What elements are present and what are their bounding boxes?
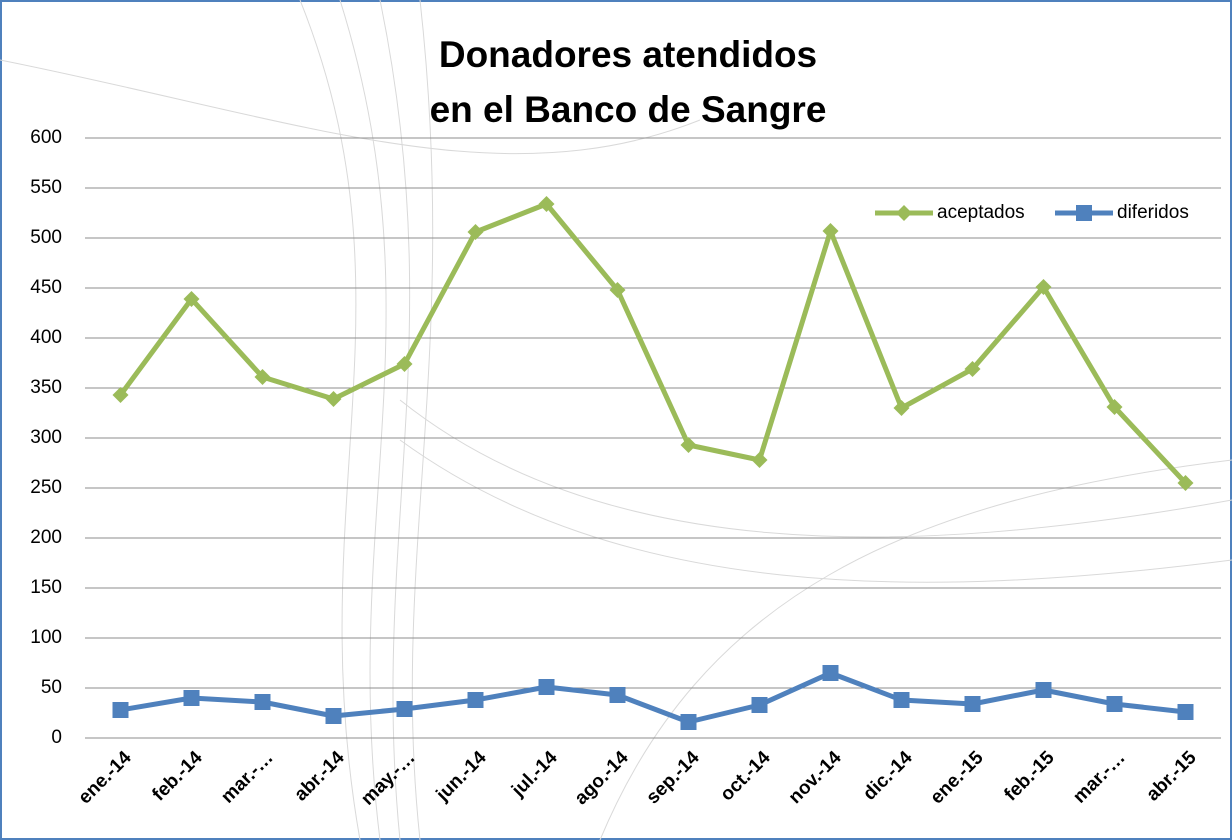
data-point	[680, 437, 697, 453]
data-point	[1106, 696, 1123, 712]
data-point	[325, 708, 342, 724]
y-tick-label: 250	[30, 477, 62, 498]
data-point	[609, 687, 626, 703]
data-point	[1177, 475, 1194, 491]
data-point	[1076, 205, 1092, 221]
chart-title: en el Banco de Sangre	[430, 89, 827, 130]
y-tick-label: 100	[30, 627, 62, 648]
series-line	[120, 670, 1186, 725]
data-point	[396, 701, 413, 717]
data-point	[1035, 682, 1052, 698]
data-point	[751, 452, 768, 468]
data-point	[751, 697, 768, 713]
chart-title: Donadores atendidos	[439, 34, 817, 75]
series-line	[118, 201, 1188, 485]
data-point	[822, 223, 839, 239]
legend-label: diferidos	[1117, 202, 1189, 223]
data-point	[1035, 279, 1052, 295]
data-point	[964, 696, 981, 712]
y-tick-label: 450	[30, 277, 62, 298]
y-tick-label: 500	[30, 227, 62, 248]
legend-label: aceptados	[937, 202, 1025, 223]
y-tick-label: 50	[41, 677, 62, 698]
y-tick-label: 150	[30, 577, 62, 598]
data-point	[112, 387, 129, 403]
y-tick-label: 0	[51, 727, 62, 748]
data-point	[467, 224, 484, 240]
data-point	[467, 692, 484, 708]
data-point	[609, 282, 626, 298]
y-tick-label: 300	[30, 427, 62, 448]
data-point	[1106, 399, 1123, 415]
data-point	[396, 356, 413, 372]
data-point	[964, 361, 981, 377]
y-tick-label: 550	[30, 177, 62, 198]
data-point	[254, 694, 271, 710]
y-tick-label: 600	[30, 127, 62, 148]
data-point	[680, 714, 697, 730]
data-point	[893, 400, 910, 416]
data-point	[112, 702, 129, 718]
data-point	[1177, 704, 1194, 720]
y-tick-label: 350	[30, 377, 62, 398]
data-point	[538, 679, 555, 695]
data-point	[325, 391, 342, 407]
data-point	[183, 690, 200, 706]
y-tick-label: 200	[30, 527, 62, 548]
data-point	[896, 205, 912, 221]
data-point	[538, 196, 555, 212]
data-point	[254, 369, 271, 385]
data-point	[183, 291, 200, 307]
data-point	[822, 665, 839, 681]
y-tick-label: 400	[30, 327, 62, 348]
data-point	[893, 692, 910, 708]
